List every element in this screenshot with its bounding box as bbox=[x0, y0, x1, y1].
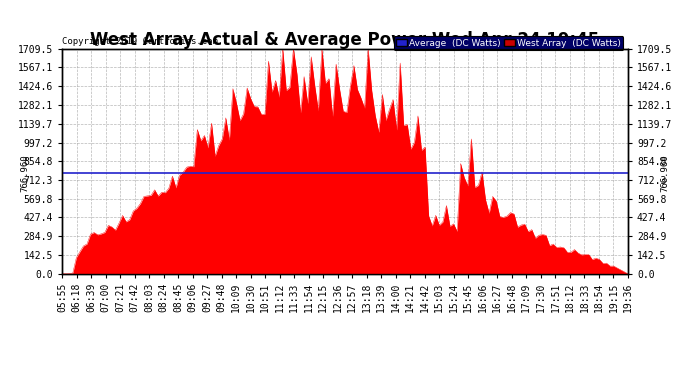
Legend: Average  (DC Watts), West Array  (DC Watts): Average (DC Watts), West Array (DC Watts… bbox=[393, 36, 623, 50]
Text: Copyright 2019 Cartronics.com: Copyright 2019 Cartronics.com bbox=[62, 37, 218, 46]
Text: 766.960: 766.960 bbox=[21, 154, 30, 192]
Title: West Array Actual & Average Power Wed Apr 24 19:45: West Array Actual & Average Power Wed Ap… bbox=[90, 31, 600, 49]
Text: 766.960: 766.960 bbox=[660, 154, 669, 192]
